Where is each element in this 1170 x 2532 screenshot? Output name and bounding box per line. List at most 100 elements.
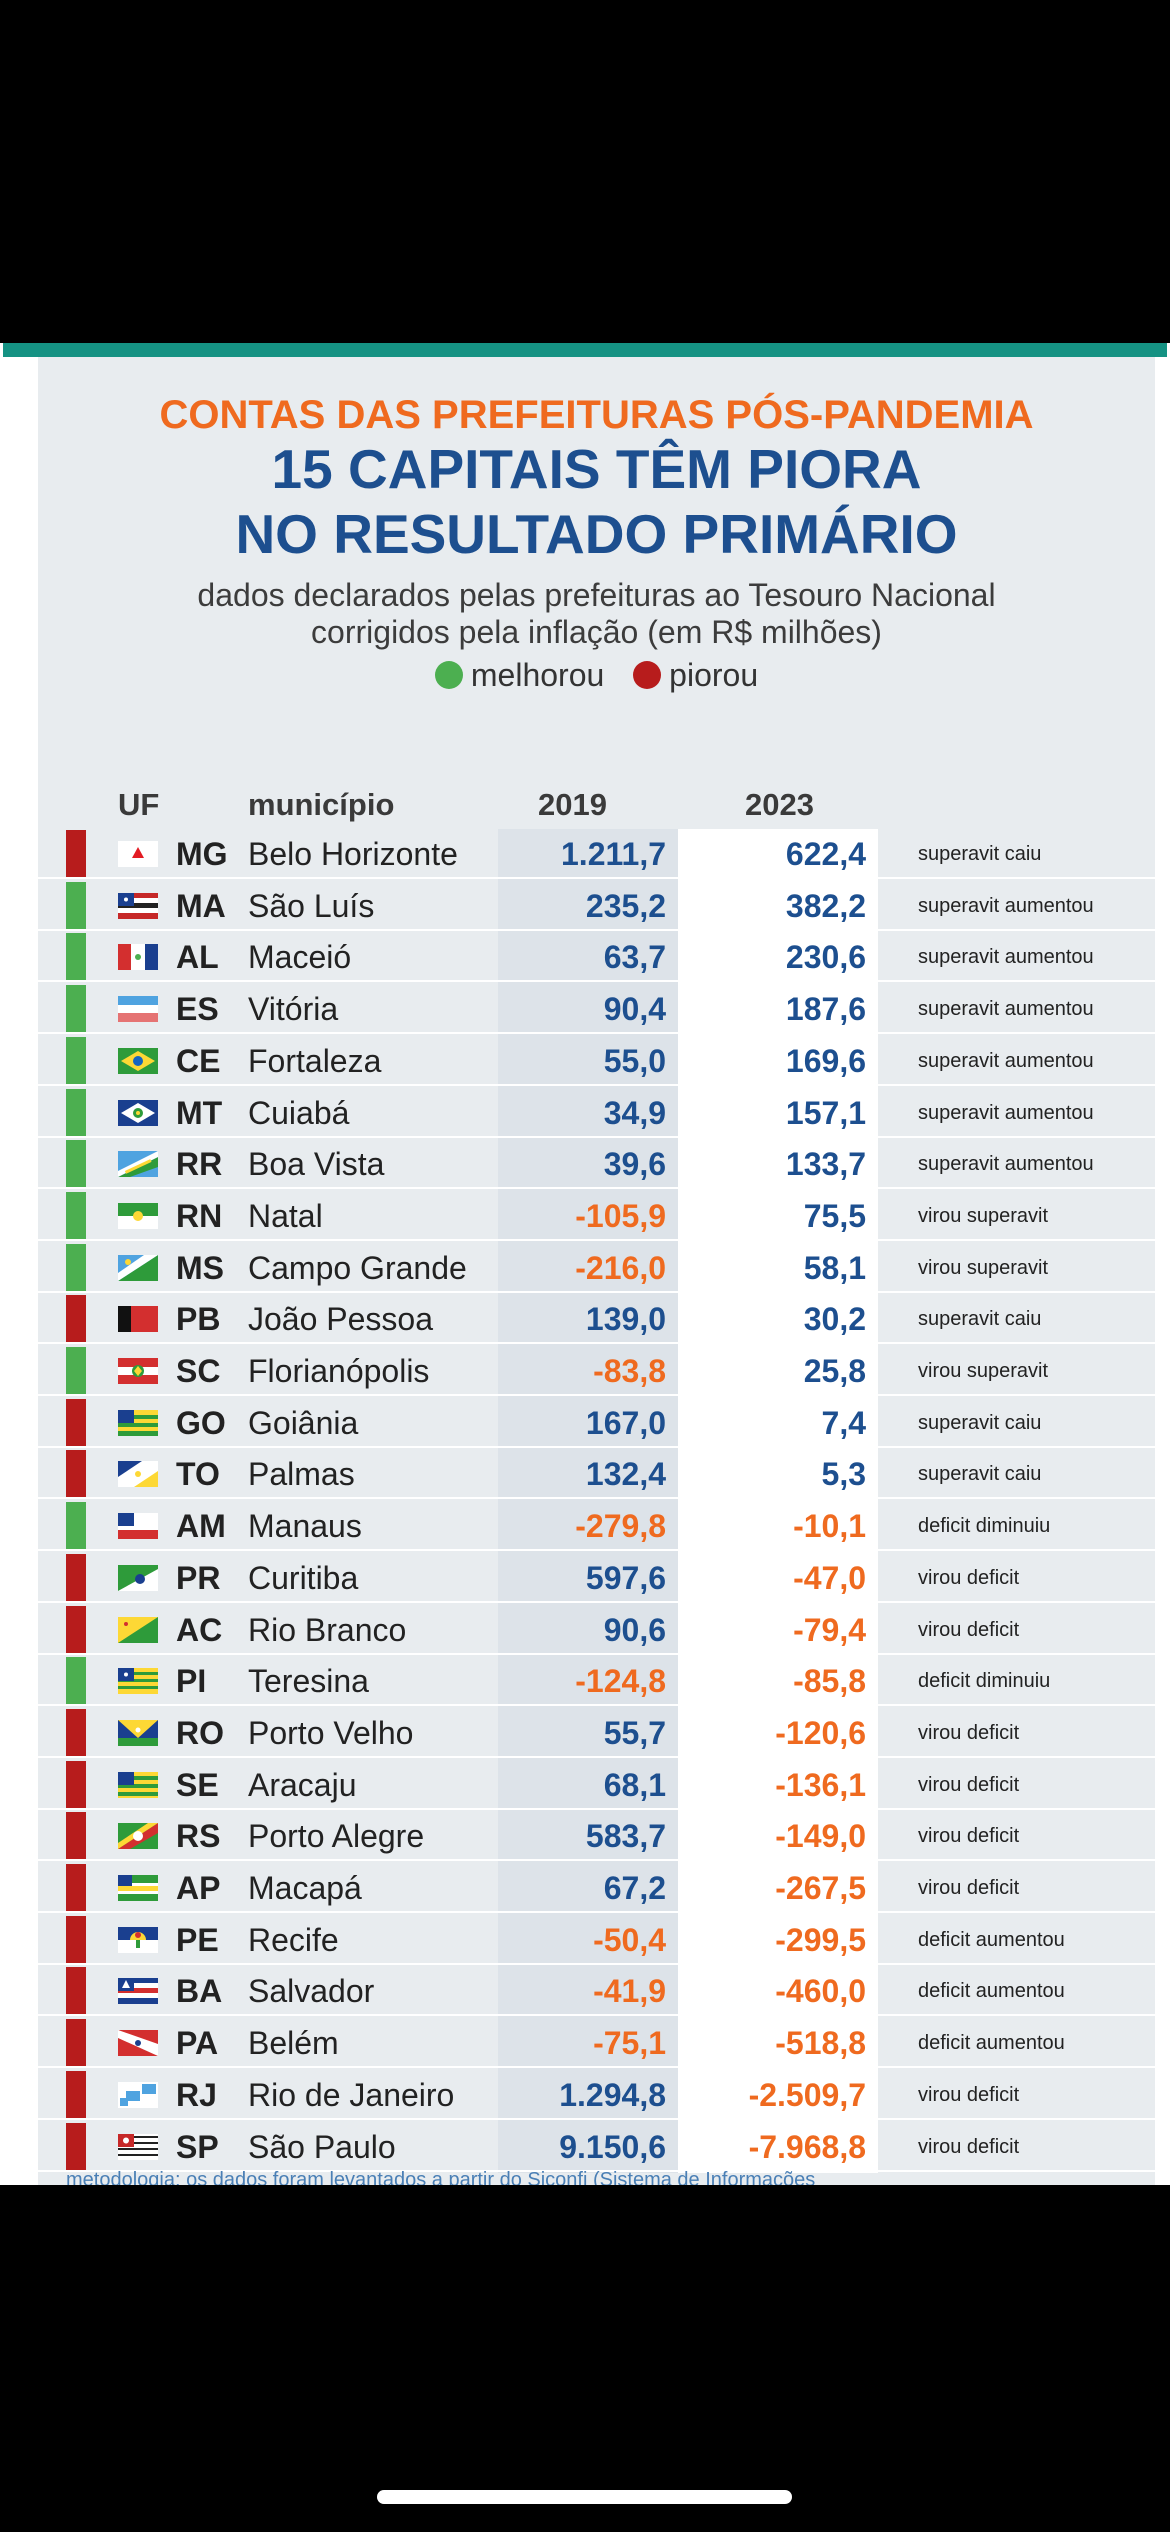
row-value-2019: -83,8 xyxy=(593,1353,666,1389)
row-city: Porto Alegre xyxy=(248,1818,425,1854)
row-divider xyxy=(38,1653,1155,1655)
flag-rr-icon xyxy=(118,1151,158,1177)
flag-pi-icon xyxy=(118,1668,158,1694)
table-row: TO Palmas 132,4 5,3 superavit caiu xyxy=(38,1449,1155,1499)
trend-bar xyxy=(66,1554,86,1602)
row-city: Vitória xyxy=(248,991,339,1027)
row-value-2019: 55,0 xyxy=(603,1043,666,1079)
trend-bar xyxy=(66,1450,86,1498)
flag-se-icon xyxy=(118,1772,158,1798)
subtitle-line2: corrigidos pela inflação (em R$ milhões) xyxy=(311,614,882,650)
row-value-2019: -75,1 xyxy=(593,2025,666,2061)
table-row: BA Salvador -41,9 -460,0 deficit aumentou xyxy=(38,1966,1155,2016)
row-uf: BA xyxy=(176,1973,223,2009)
row-divider xyxy=(38,2118,1155,2120)
table-row: PA Belém -75,1 -518,8 deficit aumentou xyxy=(38,2018,1155,2068)
infographic-panel: CONTAS DAS PREFEITURAS PÓS-PANDEMIA 15 C… xyxy=(38,357,1155,2185)
row-uf: RS xyxy=(176,1818,221,1854)
legend-item-worsened: piorou xyxy=(633,657,758,693)
row-divider xyxy=(38,1756,1155,1758)
row-value-2019: 597,6 xyxy=(585,1560,666,1596)
flag-sc-icon xyxy=(118,1358,158,1384)
row-uf: MT xyxy=(176,1095,223,1131)
flag-go-icon xyxy=(118,1410,158,1436)
table-row: MT Cuiabá 34,9 157,1 superavit aumentou xyxy=(38,1088,1155,1138)
table-row: AM Manaus -279,8 -10,1 deficit diminuiu xyxy=(38,1501,1155,1551)
row-city: Natal xyxy=(248,1198,323,1234)
row-divider xyxy=(38,2066,1155,2068)
flag-ce-icon xyxy=(118,1048,158,1074)
row-status: virou deficit xyxy=(918,1825,1020,1847)
row-status: superavit aumentou xyxy=(918,1153,1094,1175)
row-status: virou deficit xyxy=(918,1722,1020,1744)
trend-bar xyxy=(66,1089,86,1137)
row-value-2023: 30,2 xyxy=(803,1301,866,1337)
kicker-title: CONTAS DAS PREFEITURAS PÓS-PANDEMIA xyxy=(159,393,1034,437)
row-city: Porto Velho xyxy=(248,1715,414,1751)
main-title-line1: 15 CAPITAIS TÊM PIORA xyxy=(271,438,922,500)
row-value-2019: 139,0 xyxy=(585,1301,666,1337)
row-value-2023: 157,1 xyxy=(785,1095,866,1131)
row-uf: ES xyxy=(176,991,219,1027)
trend-bar xyxy=(66,2019,86,2067)
row-city: Maceió xyxy=(248,939,352,975)
row-uf: AP xyxy=(176,1870,221,1906)
row-divider xyxy=(38,1446,1155,1448)
flag-rn-icon xyxy=(118,1203,158,1229)
row-value-2023: -299,5 xyxy=(775,1922,866,1958)
main-title-line2: NO RESULTADO PRIMÁRIO xyxy=(235,503,958,565)
row-uf: PR xyxy=(176,1560,221,1596)
row-value-2023: -136,1 xyxy=(775,1767,866,1803)
trend-bar xyxy=(66,1037,86,1085)
row-city: Goiânia xyxy=(248,1405,359,1441)
row-value-2019: 583,7 xyxy=(585,1818,666,1854)
row-uf: AL xyxy=(176,939,219,975)
row-status: superavit aumentou xyxy=(918,946,1094,968)
row-divider xyxy=(38,1136,1155,1138)
column-2019-background xyxy=(498,829,678,2173)
row-city: São Luís xyxy=(248,888,375,924)
row-value-2019: 68,1 xyxy=(603,1767,666,1803)
home-indicator[interactable] xyxy=(377,2490,792,2504)
row-value-2023: -518,8 xyxy=(775,2025,866,2061)
row-status: virou deficit xyxy=(918,1877,1020,1899)
row-city: João Pessoa xyxy=(248,1301,434,1337)
flag-pa-icon xyxy=(118,2030,158,2056)
row-uf: GO xyxy=(176,1405,226,1441)
row-divider xyxy=(38,1808,1155,1810)
trend-bar xyxy=(66,1761,86,1809)
row-divider xyxy=(38,1963,1155,1965)
table-row: MG Belo Horizonte 1.211,7 622,4 superavit ca… xyxy=(38,829,1155,879)
row-value-2023: -120,6 xyxy=(775,1715,866,1751)
table-row: SP São Paulo 9.150,6 -7.968,8 virou deficit xyxy=(38,2122,1155,2172)
row-status: deficit aumentou xyxy=(918,1929,1065,1951)
table-row: MS Campo Grande -216,0 58,1 virou superavit xyxy=(38,1243,1155,1293)
row-city: Macapá xyxy=(248,1870,362,1906)
row-value-2019: -105,9 xyxy=(575,1198,666,1234)
trend-bar xyxy=(66,1295,86,1343)
row-value-2023: 133,7 xyxy=(785,1146,866,1182)
trend-bar xyxy=(66,1709,86,1757)
flag-al-icon xyxy=(118,944,158,970)
row-divider xyxy=(38,1704,1155,1706)
row-city: Belém xyxy=(248,2025,339,2061)
row-status: superavit caiu xyxy=(918,843,1042,865)
row-status: deficit diminuiu xyxy=(918,1515,1051,1537)
table-row: PB João Pessoa 139,0 30,2 superavit caiu xyxy=(38,1294,1155,1344)
trend-bar xyxy=(66,1812,86,1860)
table-row: RR Boa Vista 39,6 133,7 superavit aumentou xyxy=(38,1139,1155,1189)
table-row: PI Teresina -124,8 -85,8 deficit diminuiu xyxy=(38,1656,1155,1706)
flag-rj-icon xyxy=(118,2082,158,2108)
flag-pr-icon xyxy=(118,1565,158,1591)
row-city: Aracaju xyxy=(248,1767,357,1803)
row-divider xyxy=(38,877,1155,879)
trend-bar xyxy=(66,985,86,1033)
table-row: SE Aracaju 68,1 -136,1 virou deficit xyxy=(38,1760,1155,1810)
row-value-2023: 382,2 xyxy=(785,888,866,924)
trend-bar xyxy=(66,1347,86,1395)
row-city: Florianópolis xyxy=(248,1353,430,1389)
trend-bar xyxy=(66,1864,86,1912)
row-value-2023: 58,1 xyxy=(803,1250,866,1286)
row-value-2023: 187,6 xyxy=(785,991,866,1027)
row-uf: CE xyxy=(176,1043,221,1079)
